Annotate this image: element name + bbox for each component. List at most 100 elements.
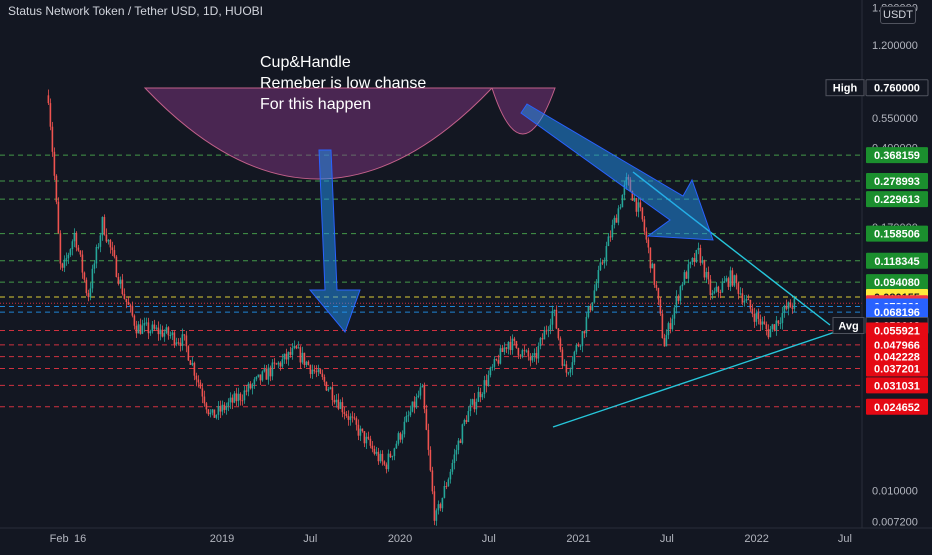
candle-body [769, 328, 772, 338]
price-tag-red[interactable]: 0.024652 [866, 398, 928, 415]
candle-body [501, 348, 504, 352]
candle-body [489, 367, 492, 376]
candle-body [231, 397, 234, 403]
candle-body [517, 348, 520, 356]
price-tag-green[interactable]: 0.094080 [866, 274, 928, 291]
candle-body [791, 307, 794, 309]
time-axis[interactable]: Feb 16 2019 Jul 2020 Jul 2021 Jul 2022 Jul [50, 533, 852, 545]
candle-body [781, 312, 784, 323]
price-tag-green[interactable]: 0.118345 [866, 252, 928, 269]
candle-body [573, 351, 576, 363]
candle-body [199, 382, 202, 389]
candle-body [617, 208, 620, 223]
candle-body [445, 486, 448, 488]
price-tag-box [865, 79, 929, 97]
candle-body [183, 334, 186, 336]
price-tag-green[interactable]: 0.368159 [866, 147, 928, 164]
candle-body [135, 325, 138, 334]
candle-body [239, 393, 242, 401]
candle-body [105, 234, 108, 242]
candle-body [511, 338, 514, 351]
candle-body [341, 402, 344, 413]
candle-body [755, 312, 758, 322]
candle-body [349, 416, 352, 420]
candle-body [439, 504, 442, 509]
candle-body [291, 348, 294, 355]
candle-body [283, 353, 286, 360]
down-arrow-drawing[interactable] [308, 149, 361, 333]
price-tag-red[interactable]: 0.055921 [866, 322, 928, 339]
candle-body [603, 260, 606, 264]
candle-body [111, 247, 114, 251]
candle-body [69, 249, 72, 255]
candle-body [207, 409, 210, 415]
candle-body [703, 260, 706, 278]
candle-body [481, 394, 484, 398]
candle-body [131, 305, 134, 316]
candle-body [379, 453, 382, 462]
price-tag-high[interactable]: High 0.760000 [825, 79, 929, 97]
price-tag-box [866, 252, 928, 269]
candle-body [347, 415, 350, 420]
candle-body [473, 399, 476, 410]
candle-body [475, 401, 478, 410]
price-tag-green[interactable]: 0.158506 [866, 225, 928, 242]
candle-body [209, 412, 212, 415]
candle-body [397, 433, 400, 444]
time-tick-label: 2020 [388, 533, 412, 545]
price-tag-red[interactable]: 0.037201 [866, 360, 928, 377]
candle-body [663, 338, 666, 347]
candle-body [589, 306, 592, 311]
price-tag-value: 0.024652 [874, 402, 920, 414]
candle-body [735, 275, 738, 284]
candle-body [89, 288, 92, 298]
candle-body [785, 305, 788, 309]
price-tag-green[interactable]: 0.229613 [866, 191, 928, 208]
candle-body [97, 246, 100, 248]
price-tag-green[interactable]: 0.278993 [866, 172, 928, 189]
candle-body [63, 259, 66, 268]
candle-body [609, 236, 612, 238]
candle-body [761, 321, 764, 325]
candle-body [399, 433, 402, 440]
candle-body [83, 272, 86, 280]
currency-selector[interactable]: USDT [880, 6, 916, 24]
candle-body [793, 298, 796, 309]
price-tag-box [866, 274, 928, 291]
price-tag-red[interactable]: 0.031031 [866, 377, 928, 394]
price-tag-blue[interactable]: 0.068196 [866, 304, 928, 321]
candle-body [631, 191, 634, 201]
candle-body [567, 372, 570, 374]
candle-body [115, 256, 118, 277]
candle-body [553, 309, 556, 312]
candle-body [579, 345, 582, 347]
diagonal-arrow-drawing[interactable] [520, 103, 714, 241]
candle-body [171, 332, 174, 336]
candle-body [391, 455, 394, 458]
candle-body [593, 290, 596, 303]
candle-body [645, 231, 648, 240]
candle-body [421, 385, 424, 388]
candle-body [543, 330, 546, 340]
support-trend-line[interactable] [552, 322, 863, 428]
candle-body [219, 405, 222, 412]
candle-body [329, 387, 332, 390]
candle-body [307, 361, 310, 366]
candle-body [159, 329, 162, 335]
candle-body [747, 299, 750, 301]
candle-body [413, 401, 416, 408]
candle-body [343, 412, 346, 414]
candle-body [433, 491, 436, 521]
candle-body [483, 380, 486, 395]
candle-body [251, 384, 254, 389]
annotations-layer: Cup&Handle Remeber is low chanse For this … [260, 54, 863, 428]
candle-body [195, 375, 198, 380]
candle-body [719, 292, 722, 294]
candle-body [393, 448, 396, 456]
price-tag-value: 0.368159 [874, 150, 920, 162]
candle-body [515, 340, 518, 349]
price-tag-caption: High [833, 83, 858, 95]
price-tick-label: 0.010000 [872, 486, 918, 498]
candle-body [357, 424, 360, 436]
